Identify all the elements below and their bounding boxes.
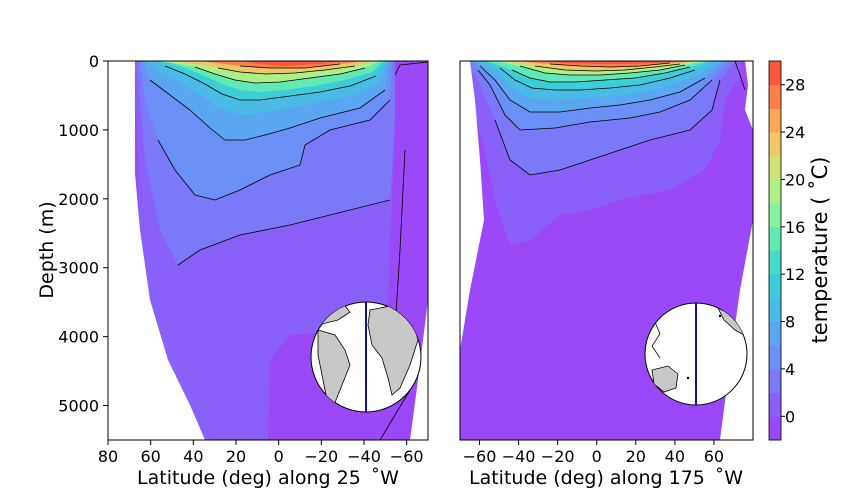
pacific-plot-frame — [459, 60, 754, 441]
colorbar-swatch — [769, 203, 781, 228]
pacific-island — [686, 376, 690, 380]
pacific-layer-28-30 — [540, 61, 680, 64]
colorbar-swatches — [769, 61, 781, 441]
colorbar-tick-label: 0 — [785, 407, 795, 426]
colorbar-swatch — [769, 392, 781, 417]
depth-ytick-label: 4000 — [58, 328, 99, 347]
pacific-ridge-mask — [745, 61, 753, 130]
temperature-colorbar: 0 4 8 12 16 20 24 28 temperature ( ˚C) — [768, 60, 832, 441]
atlantic-layer-26-30 — [240, 61, 345, 66]
pacific-xtick-label: 40 — [665, 447, 685, 466]
colorbar-label: temperature ( ˚C) — [808, 157, 832, 344]
colorbar-swatch — [769, 108, 781, 133]
depth-ylabel: Depth (m) — [36, 201, 58, 298]
atlantic-xtick-label: −60 — [390, 447, 424, 466]
colorbar-swatch — [769, 345, 781, 370]
colorbar-tick-label: 8 — [785, 313, 795, 332]
pacific-xtick-label: 60 — [704, 447, 724, 466]
pacific-xtick-label: −40 — [502, 447, 536, 466]
pacific-seafloor-mask — [460, 61, 484, 350]
colorbar-swatch — [769, 84, 781, 109]
atlantic-section-panel: 80 60 40 20 0 −20 −40 −60010002000300040005000 … — [36, 52, 429, 489]
atlantic-xtick-label: 40 — [183, 447, 203, 466]
depth-ytick-label: 5000 — [58, 397, 99, 416]
colorbar-swatch — [769, 274, 781, 299]
colorbar-tick-label: 24 — [785, 123, 805, 142]
colorbar-ticks: 0 4 8 12 16 20 24 28 — [781, 76, 805, 426]
pacific-xtick-label: −20 — [541, 447, 575, 466]
atlantic-xtick-label: −20 — [304, 447, 338, 466]
colorbar-tick-label: 28 — [785, 76, 805, 95]
colorbar-swatch — [769, 250, 781, 275]
pacific-inset-globe — [644, 302, 748, 406]
atlantic-xlabel: Latitude (deg) along 25 ˚W — [137, 467, 399, 489]
atlantic-xtick-label: 20 — [226, 447, 246, 466]
atlantic-plot-frame — [107, 60, 429, 441]
pacific-section-panel: −60 −40 −20 0 20 40 60 Latitude (deg) along 17… — [459, 60, 754, 489]
atlantic-xtick-label: −40 — [347, 447, 381, 466]
pacific-xlabel: Latitude (deg) along 175 ˚W — [469, 467, 743, 489]
colorbar-tick-label: 4 — [785, 360, 795, 379]
colorbar-swatch — [769, 226, 781, 251]
colorbar-swatch — [769, 61, 781, 86]
colorbar-tick-label: 12 — [785, 265, 805, 284]
colorbar-frame — [768, 60, 782, 441]
depth-ytick-label: 2000 — [58, 190, 99, 209]
atlantic-xtick-label: 0 — [274, 447, 284, 466]
colorbar-swatch — [769, 416, 781, 441]
colorbar-tick-label: 16 — [785, 218, 805, 237]
depth-ytick-label: 1000 — [58, 121, 99, 140]
depth-ytick-label: 0 — [89, 52, 99, 71]
colorbar-swatch — [769, 155, 781, 180]
pacific-xtick-label: 20 — [626, 447, 646, 466]
atlantic-axes: 80 60 40 20 0 −20 −40 −60 0 1000 2000 3000 4000 5000 — [58, 52, 423, 466]
atlantic-xtick-label: 80 — [98, 447, 118, 466]
atlantic-temperature-field — [135, 61, 428, 440]
pacific-contours — [477, 61, 746, 176]
pacific-xtick-label: −60 — [463, 447, 497, 466]
colorbar-swatch — [769, 297, 781, 323]
colorbar-swatch — [769, 179, 781, 204]
depth-ytick-label: 3000 — [58, 259, 99, 278]
atlantic-seafloor-mask-south — [410, 61, 428, 440]
atlantic-seafloor-mask — [108, 61, 205, 440]
pacific-island — [718, 314, 722, 318]
pacific-xtick-label: 0 — [592, 447, 602, 466]
colorbar-swatch — [769, 368, 781, 394]
pacific-axes: −60 −40 −20 0 20 40 60 — [463, 440, 724, 466]
colorbar-swatch — [769, 132, 781, 157]
colorbar-swatch — [769, 321, 781, 346]
atlantic-xtick-label: 60 — [140, 447, 160, 466]
colorbar-tick-label: 20 — [785, 170, 805, 189]
